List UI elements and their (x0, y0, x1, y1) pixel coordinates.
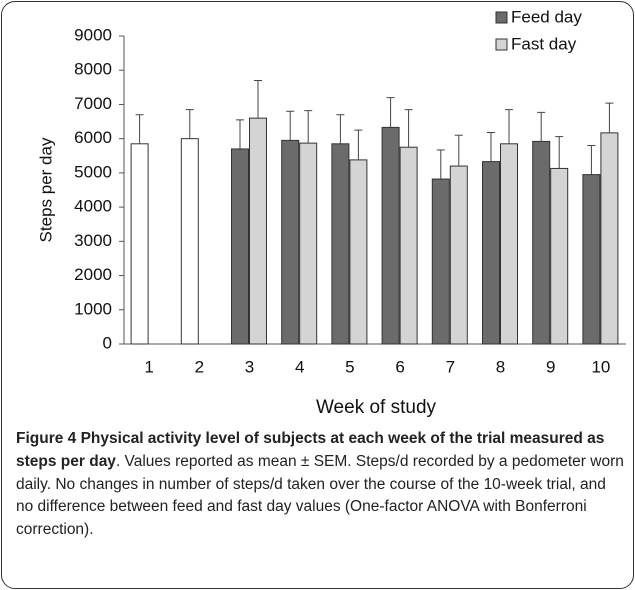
y-axis-label: Steps per day (36, 137, 55, 242)
legend-swatch (495, 11, 508, 24)
error-bar (185, 109, 194, 139)
x-tick-label: 8 (496, 357, 505, 376)
error-bar (135, 114, 144, 144)
bar (381, 126, 400, 345)
error-bar (555, 136, 564, 169)
x-tick-label: 4 (295, 357, 304, 376)
legend-label: Fast day (511, 34, 577, 53)
bar (180, 138, 199, 345)
x-tick-label: 1 (144, 357, 153, 376)
caption-title: Figure 4 Physical activity level of subj… (16, 430, 605, 470)
error-bar (404, 109, 413, 148)
x-tick-label: 9 (546, 357, 555, 376)
x-tick-label: 10 (591, 357, 610, 376)
bar (249, 117, 267, 345)
chart: Steps per day Week of study 0 1000 2000 300… (36, 7, 626, 418)
y-tick-label: 7000 (74, 94, 112, 113)
error-bar (436, 149, 445, 180)
error-bar (254, 79, 262, 119)
x-tick-label: 5 (345, 357, 354, 376)
y-tick-label: 9000 (74, 25, 112, 44)
legend-label: Feed day (511, 7, 582, 26)
x-tick-label: 6 (395, 357, 404, 376)
y-tick-label: 3000 (74, 231, 112, 250)
y-tick-label: 5000 (74, 162, 112, 181)
bar (281, 139, 300, 345)
bar (431, 178, 450, 345)
bar (482, 161, 500, 345)
bar (449, 165, 468, 345)
bar (349, 159, 368, 345)
error-bar (354, 129, 363, 160)
y-tick-label: 0 (103, 333, 112, 352)
bar (600, 132, 619, 345)
bar (331, 143, 350, 345)
error-bar (286, 110, 295, 141)
bar (500, 143, 518, 345)
error-bar (487, 132, 495, 162)
error-bar (386, 97, 395, 128)
bar (399, 146, 418, 345)
legend-swatch (495, 38, 508, 51)
bar (550, 167, 569, 345)
error-bar (236, 119, 244, 149)
caption-text: . Values reported as mean ± SEM. Steps/d… (16, 452, 624, 539)
error-bar (336, 114, 345, 144)
caption: Figure 4 Physical activity level of subj… (16, 428, 624, 542)
bar (532, 140, 551, 345)
error-bar (605, 102, 614, 133)
error-bar (454, 134, 463, 167)
error-bar (505, 109, 513, 144)
bar (582, 174, 601, 345)
error-bar (304, 110, 313, 144)
x-tick-label: 3 (245, 357, 254, 376)
y-tick-label: 6000 (74, 128, 112, 147)
bar (299, 142, 318, 345)
y-tick-label: 4000 (74, 197, 112, 216)
x-tick-label: 7 (446, 357, 455, 376)
error-bar (537, 111, 546, 142)
error-bar (587, 145, 596, 175)
x-tick-label: 2 (195, 357, 204, 376)
y-tick-label: 1000 (74, 299, 112, 318)
x-axis-label: Week of study (316, 397, 437, 418)
y-tick-label: 2000 (74, 265, 112, 284)
y-tick-label: 8000 (74, 60, 112, 79)
bar (231, 148, 249, 345)
bar (130, 143, 149, 345)
